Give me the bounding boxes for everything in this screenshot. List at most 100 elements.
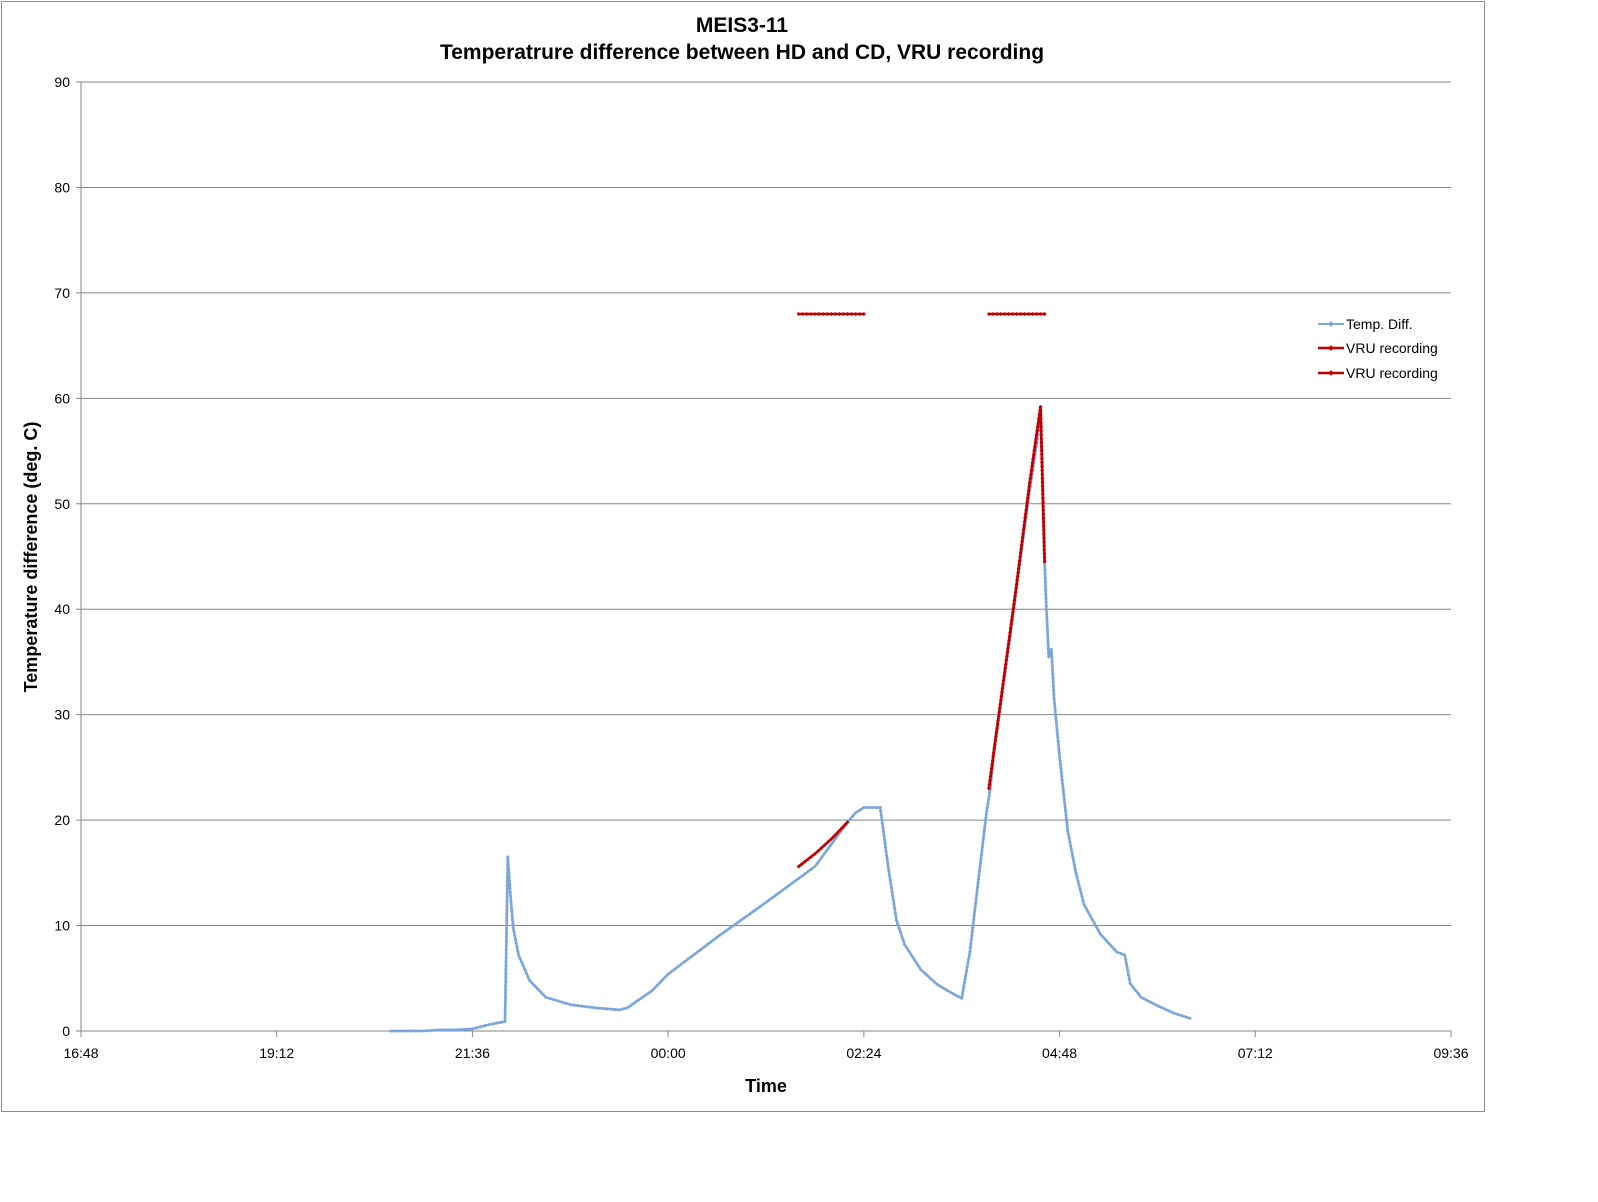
data-point [971,921,976,926]
data-point [584,1004,589,1009]
data-point [1112,947,1116,951]
data-point [813,864,817,869]
data-point [1018,312,1023,316]
data-point [1043,592,1048,597]
data-point [994,730,999,735]
data-point [1055,731,1060,736]
data-point [1026,488,1031,493]
data-point [1078,886,1082,891]
data-point [783,886,788,890]
data-point [1039,452,1044,457]
data-point [1068,840,1072,845]
data-point [845,312,850,316]
data-point [974,893,979,898]
data-point [833,312,838,316]
data-point [986,312,991,316]
data-point [901,938,906,943]
data-point [541,992,545,997]
data-point [702,945,706,949]
data-point [632,1001,637,1005]
data-point [826,840,830,844]
data-point [1035,424,1040,429]
data-point [666,972,670,976]
x-tick-labels: 16:48 19:12 21:36 00:00 02:24 04:48 07:12 09:36 [63,1045,1468,1061]
data-point [806,856,811,861]
data-point [504,919,509,924]
data-point [829,312,834,316]
data-point [988,774,993,779]
data-point [507,878,512,883]
data-point [845,820,850,825]
data-point [1002,312,1007,316]
data-point [754,907,759,912]
data-point [751,909,755,914]
y-tick-label: 20 [54,812,70,828]
data-point [1065,824,1070,829]
data-point [718,932,723,937]
data-point [405,1029,410,1033]
data-point [535,986,540,991]
data-point [1106,941,1111,945]
plot-series [389,312,1192,1033]
data-point [1058,758,1062,763]
data-point [1118,951,1123,956]
data-point [1042,559,1047,564]
data-point [1040,460,1044,465]
data-point [837,312,842,316]
data-point [972,913,977,918]
data-point [968,942,973,946]
data-point [829,837,834,842]
data-point [984,809,989,813]
data-point [963,973,968,977]
data-point [1049,647,1054,652]
data-point [636,998,640,1003]
data-point [985,805,990,810]
data-point [1001,682,1005,687]
data-point [1044,600,1049,605]
data-point [503,999,508,1004]
data-point [1139,995,1143,1000]
data-point [932,979,936,984]
data-point [990,762,995,767]
data-point [1000,686,1005,691]
data-point [1010,312,1015,316]
data-point [506,866,511,871]
gridlines [76,81,1452,1037]
data-point [757,905,762,909]
data-point [891,898,896,902]
data-point [1017,558,1022,563]
data-point [770,895,775,900]
data-point [1040,480,1045,485]
data-point [505,895,509,899]
data-point [874,805,878,810]
data-point [1046,639,1050,644]
data-point [731,923,736,928]
data-point [892,906,897,910]
data-point [980,841,985,845]
data-point [679,962,684,967]
data-point [878,805,883,810]
data-point [1041,532,1046,536]
y-tick-label: 50 [54,496,70,512]
data-point [504,967,508,972]
data-point [417,1029,422,1033]
data-point [884,849,888,854]
data-point [533,984,537,988]
data-point [511,921,515,926]
data-point [832,834,836,839]
data-point [806,869,811,874]
data-point [796,876,801,881]
data-point [1028,476,1033,481]
data-point [1026,312,1031,316]
data-point [1042,535,1046,540]
data-point [819,845,824,850]
data-point [649,989,654,993]
data-point [652,986,657,990]
data-point [998,312,1003,316]
data-point [983,821,988,825]
data-point [979,853,984,858]
data-point [987,790,992,795]
data-point [1051,680,1056,685]
data-point [511,925,516,930]
data-point [1005,650,1010,655]
